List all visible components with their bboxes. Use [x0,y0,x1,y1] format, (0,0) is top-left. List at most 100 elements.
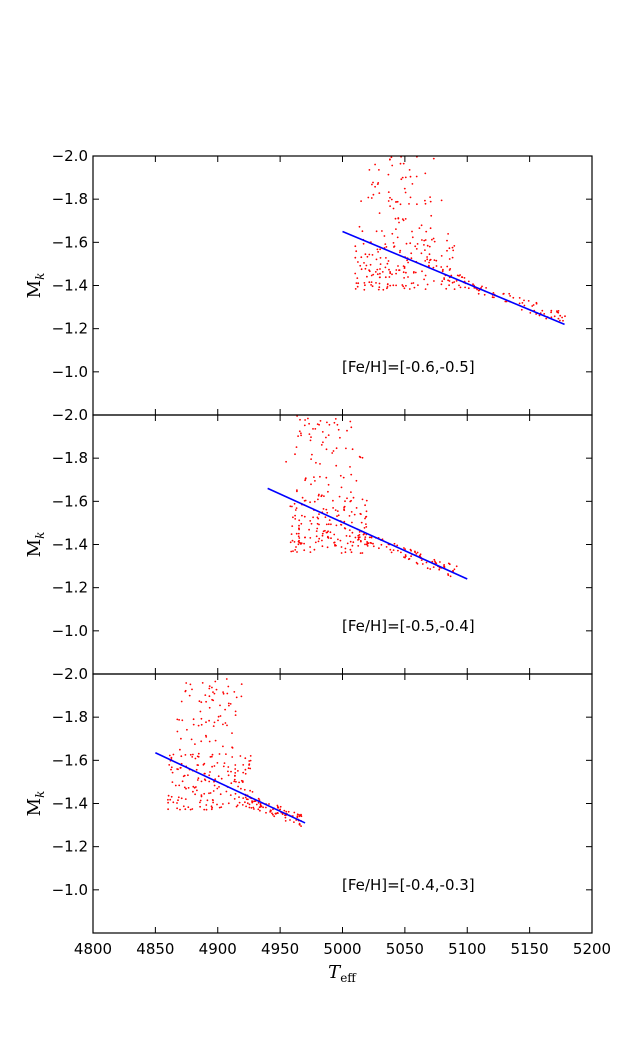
data-point [357,282,360,285]
data-point [535,302,538,305]
data-point [189,753,192,756]
scatter-series [285,415,458,578]
data-point [326,511,329,514]
data-point [246,802,249,805]
data-point [244,801,246,804]
data-point [395,269,398,271]
data-point [291,505,293,508]
data-point [472,283,474,286]
data-point [348,515,351,517]
data-point [272,813,274,816]
data-point [203,808,206,811]
data-point [354,245,357,248]
data-point [269,810,272,813]
data-point [192,790,194,793]
data-point [310,483,312,486]
data-point [392,242,395,244]
data-point [237,785,240,788]
data-point [346,542,349,545]
data-point [184,754,187,756]
data-point [432,566,435,568]
data-point [404,548,406,551]
data-point [184,798,187,800]
data-point [340,546,343,548]
y-tick-label: −1.2 [52,838,88,856]
data-point [284,820,287,822]
data-point [172,753,175,756]
data-point [291,539,294,542]
data-point [310,522,313,525]
data-point [298,527,300,530]
data-point [313,476,315,478]
data-point [225,678,228,680]
data-point [293,541,296,543]
data-point [293,821,295,823]
data-point [289,541,292,544]
data-point [443,564,445,566]
data-point [424,172,427,175]
data-point [257,797,260,800]
data-point [357,261,359,263]
data-point [170,795,173,798]
data-point [432,266,435,269]
data-point [212,725,215,727]
data-point [356,285,359,288]
metallicity-annotation: [Fe/H]=[-0.4,-0.3] [342,876,475,894]
data-point [214,778,217,781]
data-point [191,808,194,810]
data-point [408,557,411,560]
data-point [183,774,186,777]
data-point [504,300,507,303]
data-point [433,240,436,243]
data-point [211,753,214,756]
data-point [477,292,480,295]
data-point [418,554,421,557]
data-point [220,777,223,780]
data-point [191,688,193,691]
data-point [191,756,194,758]
data-point [236,804,239,807]
data-point [184,690,187,693]
data-point [433,259,436,261]
data-point [336,515,338,517]
data-point [249,755,252,757]
data-point [432,157,435,160]
data-point [268,803,270,805]
data-point [214,680,217,683]
data-point [409,175,412,178]
x-tick-label: 4950 [261,940,299,958]
data-point [292,550,294,552]
data-point [168,764,171,766]
data-point [276,804,279,807]
data-point [205,808,208,811]
data-point [308,528,310,531]
data-point [376,268,379,271]
data-point [394,217,397,220]
data-point [248,763,251,765]
data-point [374,163,376,166]
data-point [441,270,444,273]
data-point [423,278,425,281]
data-point [405,271,407,274]
data-point [411,236,414,239]
data-point [429,568,432,570]
data-point [355,250,358,253]
data-point [385,246,388,248]
data-point [205,721,207,724]
data-point [222,803,224,805]
y-tick-label: −2.0 [52,665,88,683]
data-point [363,288,366,291]
panel-frame [92,155,593,416]
data-point [451,246,454,249]
y-axis-label-main: M [24,280,45,298]
data-point [463,277,466,279]
data-point [176,730,179,733]
data-point [502,292,505,295]
data-point [388,268,390,271]
data-point [192,785,195,788]
data-point [402,162,405,165]
data-point [303,549,306,552]
data-point [198,700,201,703]
data-point [419,553,422,556]
data-point [218,806,221,809]
